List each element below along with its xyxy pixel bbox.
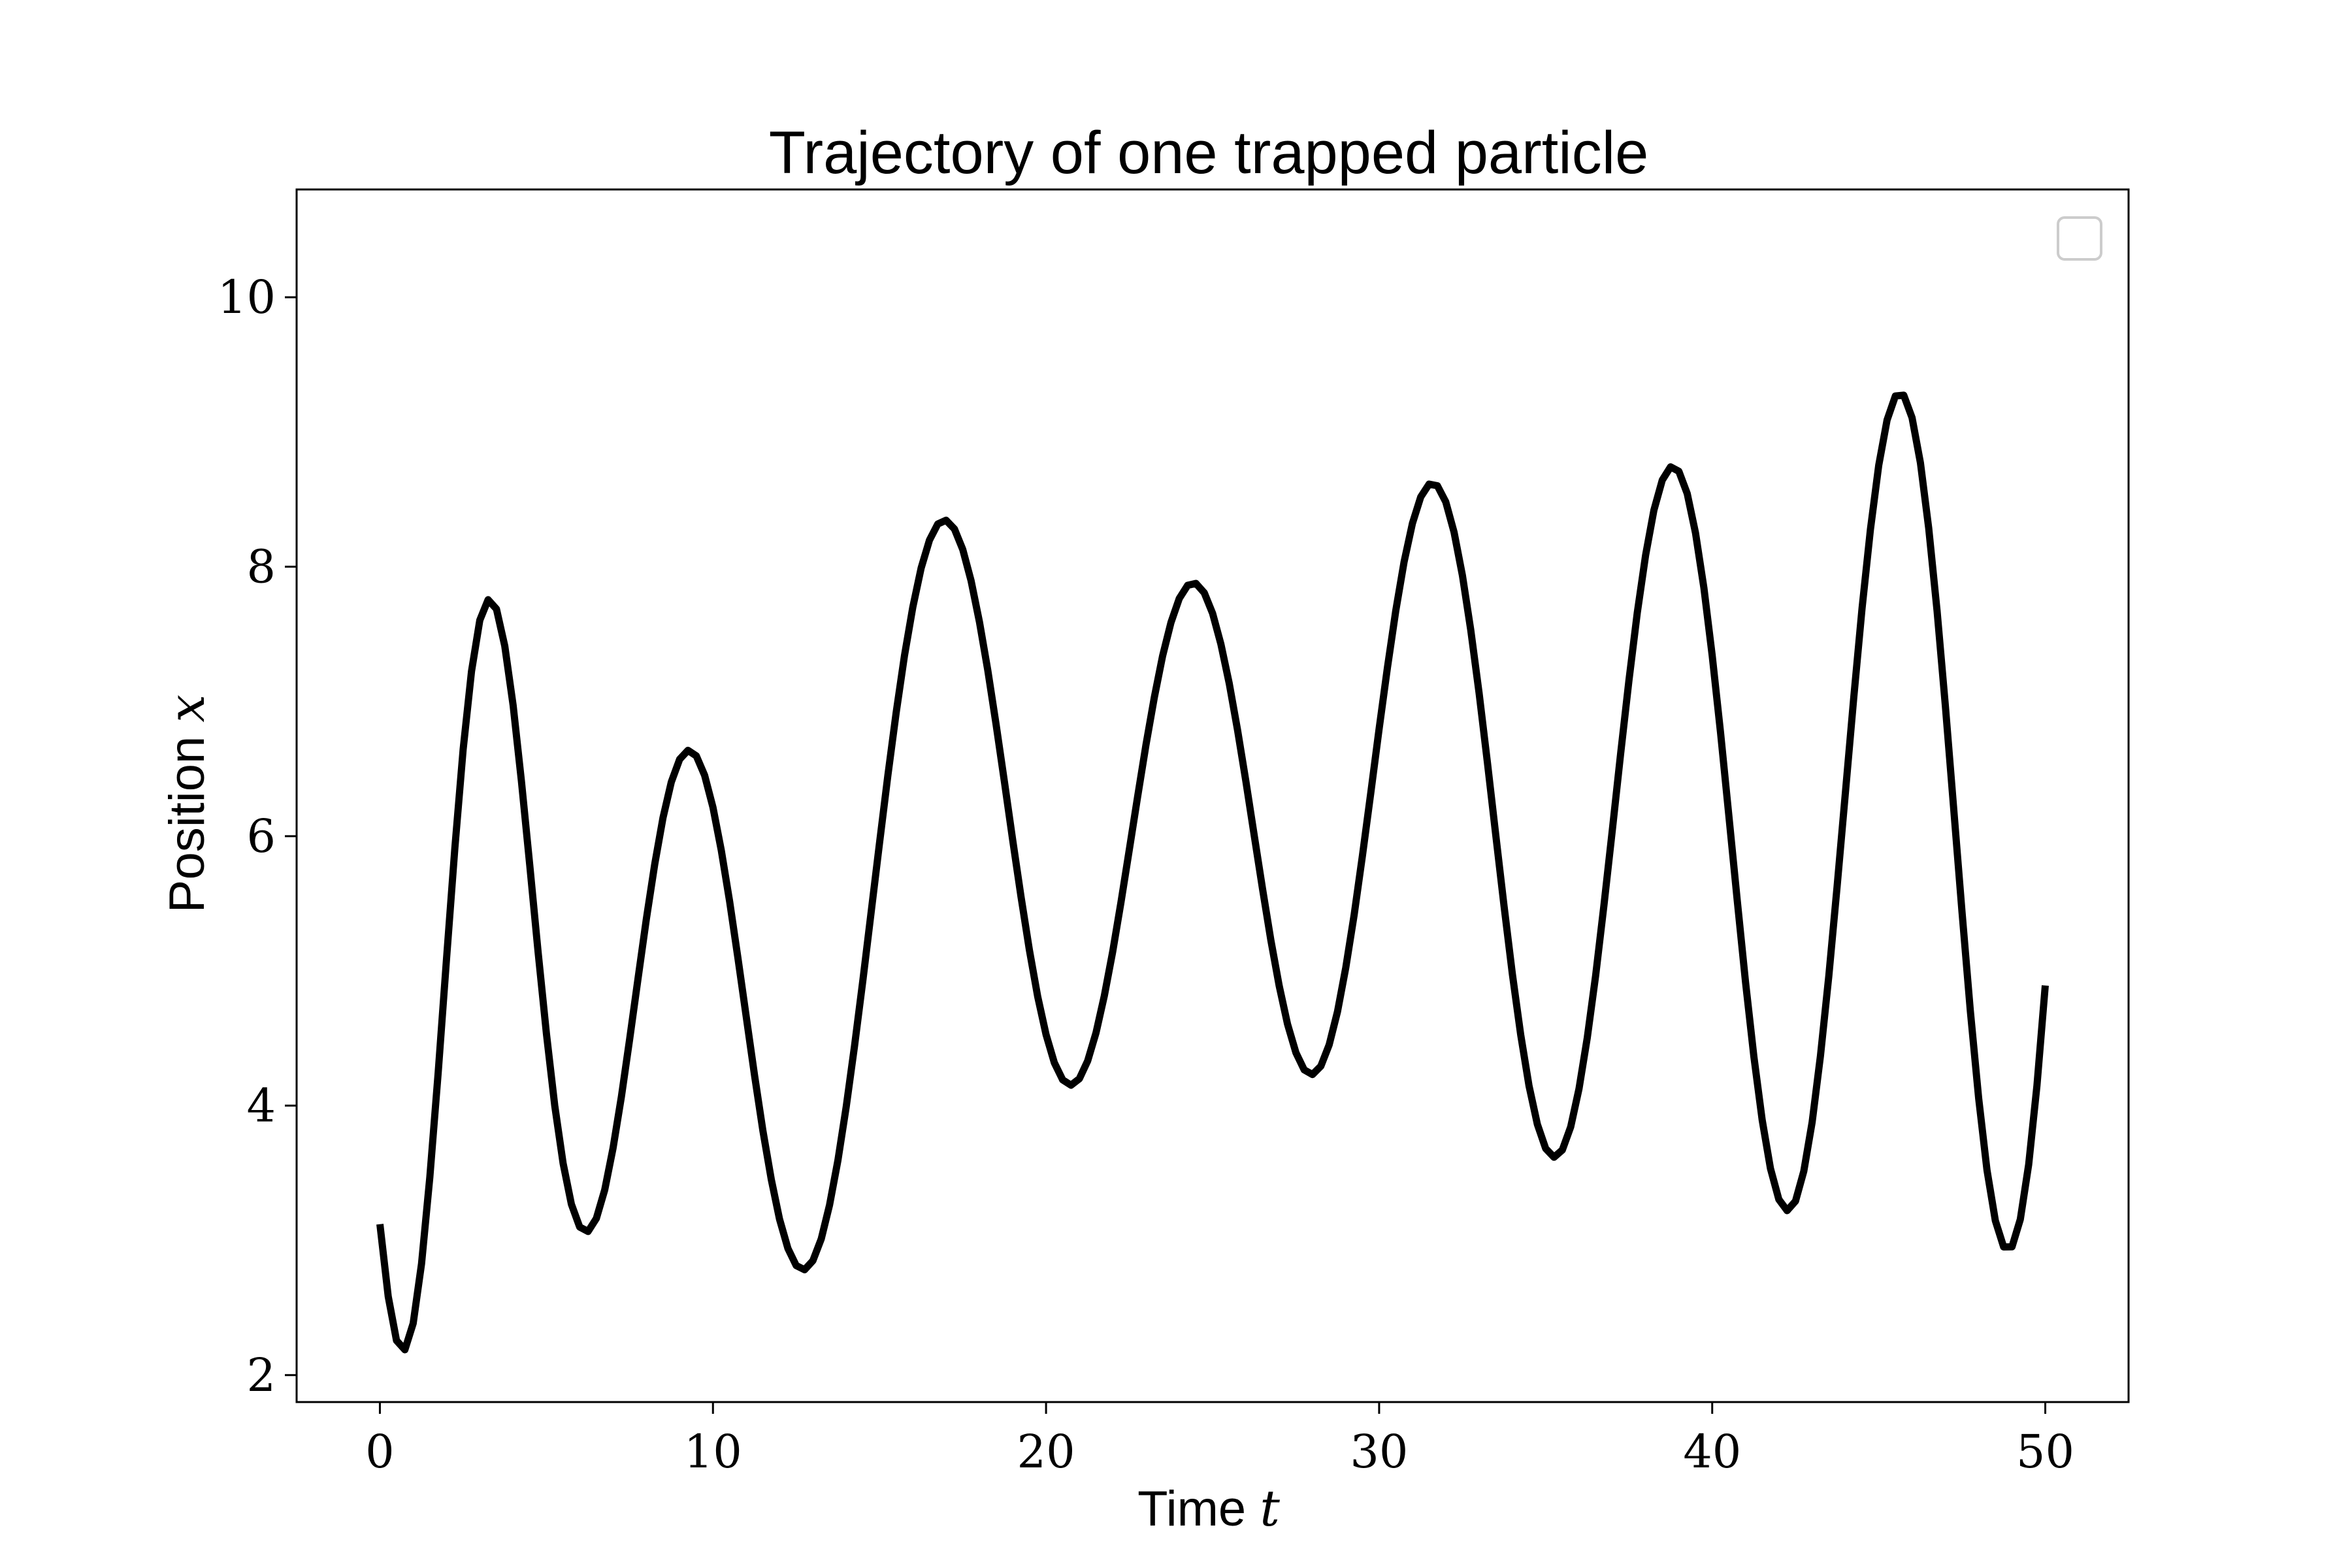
plot-area: 0 10 20 30 40 50 2 4 6 8 10 <box>218 188 2130 1478</box>
y-tick-label-2: 2 <box>246 1348 276 1402</box>
legend-box <box>2057 216 2102 261</box>
y-tick-label-10: 10 <box>218 270 276 324</box>
y-axis-label-text: Position <box>159 723 215 913</box>
x-tick-label-50: 50 <box>2016 1425 2074 1478</box>
y-tick-label-4: 4 <box>246 1079 276 1132</box>
x-tick-label-20: 20 <box>1017 1425 1075 1478</box>
y-tick-label-6: 6 <box>246 809 276 863</box>
x-tick-label-30: 30 <box>1350 1425 1408 1478</box>
x-axis-label-variable: t <box>1260 1479 1280 1537</box>
x-axis-label: Time t <box>1137 1479 1280 1537</box>
y-tick-label-8: 8 <box>246 540 276 593</box>
legend <box>2057 216 2102 261</box>
series-line-1 <box>376 391 2049 1354</box>
x-axis-label-text: Time <box>1137 1481 1260 1537</box>
x-tick-label-10: 10 <box>684 1425 742 1478</box>
x-tick-label-0: 0 <box>365 1425 395 1478</box>
axes-frame <box>295 188 2130 1403</box>
y-axis-label: Position x <box>157 694 216 913</box>
y-axis-label-variable: x <box>157 694 216 723</box>
chart-title: Trajectory of one trapped particle <box>769 120 1649 186</box>
x-tick-label-40: 40 <box>1683 1425 1741 1478</box>
